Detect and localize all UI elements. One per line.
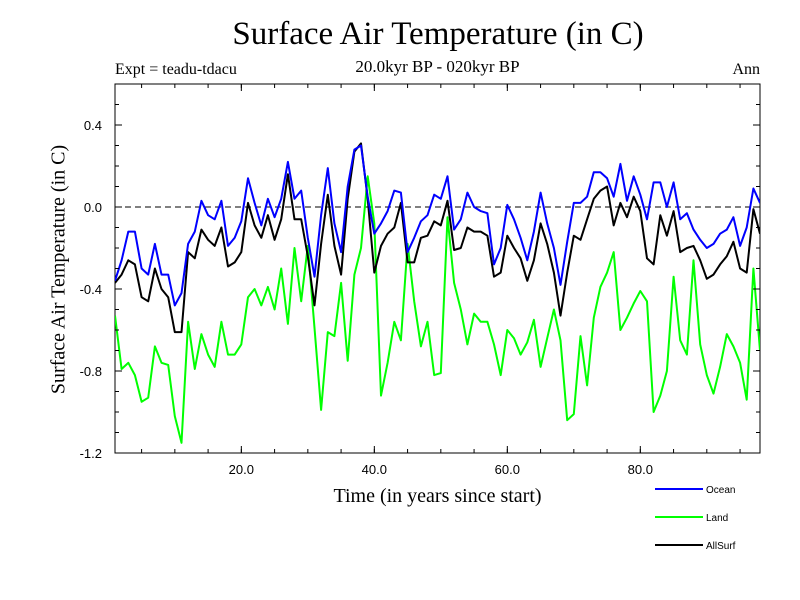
x-tick-label: 80.0 <box>628 462 653 477</box>
x-tick-label: 20.0 <box>229 462 254 477</box>
y-tick-label: -1.2 <box>80 446 102 461</box>
chart-title: Surface Air Temperature (in C) <box>232 16 644 52</box>
x-tick-label: 40.0 <box>362 462 387 477</box>
period-label: Ann <box>732 61 760 78</box>
y-tick-label: -0.4 <box>80 282 102 297</box>
experiment-label: Expt = teadu-tdacu <box>115 61 237 78</box>
legend-label-land: Land <box>706 513 728 524</box>
legend-label-ocean: Ocean <box>706 485 735 496</box>
x-axis-label: Time (in years since start) <box>333 485 542 507</box>
series-line-land <box>115 175 760 444</box>
chart-subtitle: 20.0kyr BP - 020kyr BP <box>355 57 520 76</box>
y-tick-label: 0.0 <box>84 200 102 215</box>
x-tick-label: 60.0 <box>495 462 520 477</box>
y-tick-label: 0.4 <box>84 118 102 133</box>
series-line-allsurf <box>115 142 760 334</box>
legend-label-allsurf: AllSurf <box>706 541 736 552</box>
y-tick-label: -0.8 <box>80 364 102 379</box>
plot-frame <box>114 83 761 454</box>
series-line-ocean <box>115 144 760 307</box>
